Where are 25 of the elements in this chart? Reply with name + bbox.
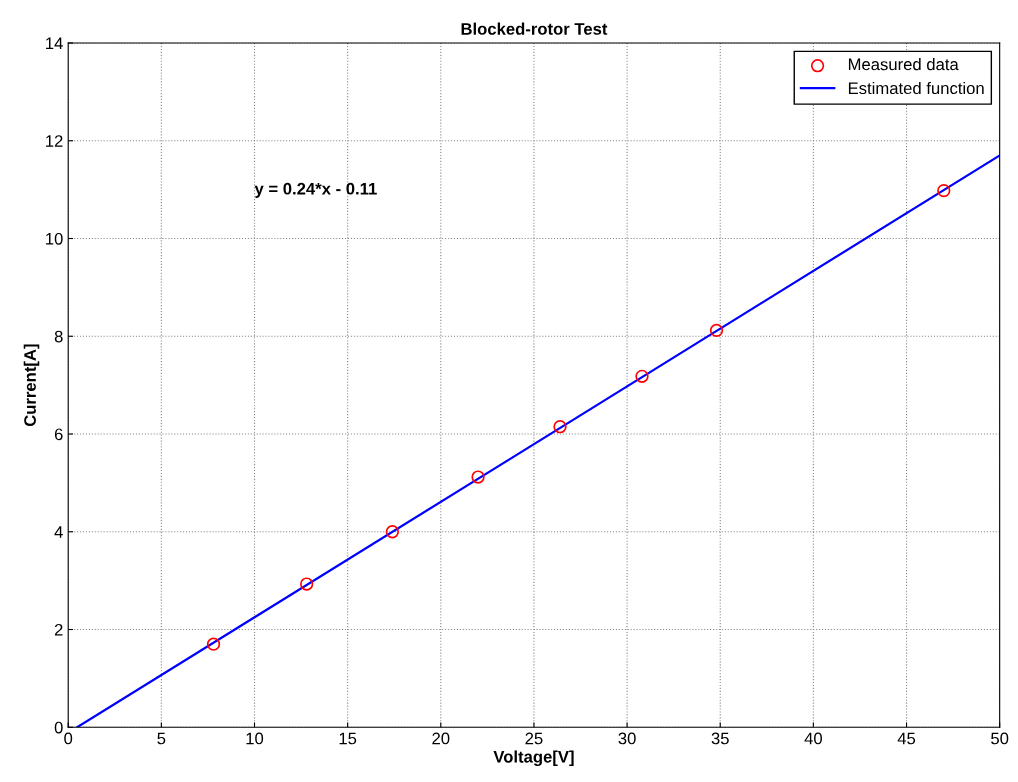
legend-label: Estimated function [848, 81, 984, 95]
y-tick-label: 2 [54, 623, 63, 636]
y-tick-label: 14 [46, 37, 63, 50]
chart-title: Blocked-rotor Test [461, 22, 608, 35]
x-tick-label: 15 [339, 732, 357, 745]
x-axis-title: Voltage[V] [493, 750, 574, 767]
x-tick-label: 25 [525, 732, 543, 745]
y-tick-label: 8 [54, 330, 63, 343]
y-tick-label: 12 [46, 135, 63, 147]
x-tick-label: 40 [804, 732, 822, 745]
y-tick-label: 0 [54, 721, 63, 734]
x-tick-label: 45 [897, 732, 916, 745]
annotation: y = 0.24*x - 0.11 [254, 182, 377, 198]
x-tick-label: 50 [991, 732, 1009, 745]
x-tick-label: 0 [64, 732, 73, 745]
x-tick-label: 30 [618, 732, 636, 745]
x-tick-label: 10 [246, 732, 264, 745]
y-tick-label: 4 [54, 526, 63, 538]
legend-label: Measured data [848, 58, 959, 71]
x-tick-label: 5 [157, 732, 166, 745]
y-tick-label: 10 [46, 232, 63, 245]
y-axis-title: Current[A] [23, 344, 40, 427]
x-tick-label: 35 [711, 732, 729, 745]
y-tick-label: 6 [54, 428, 63, 441]
x-tick-label: 20 [432, 732, 450, 745]
